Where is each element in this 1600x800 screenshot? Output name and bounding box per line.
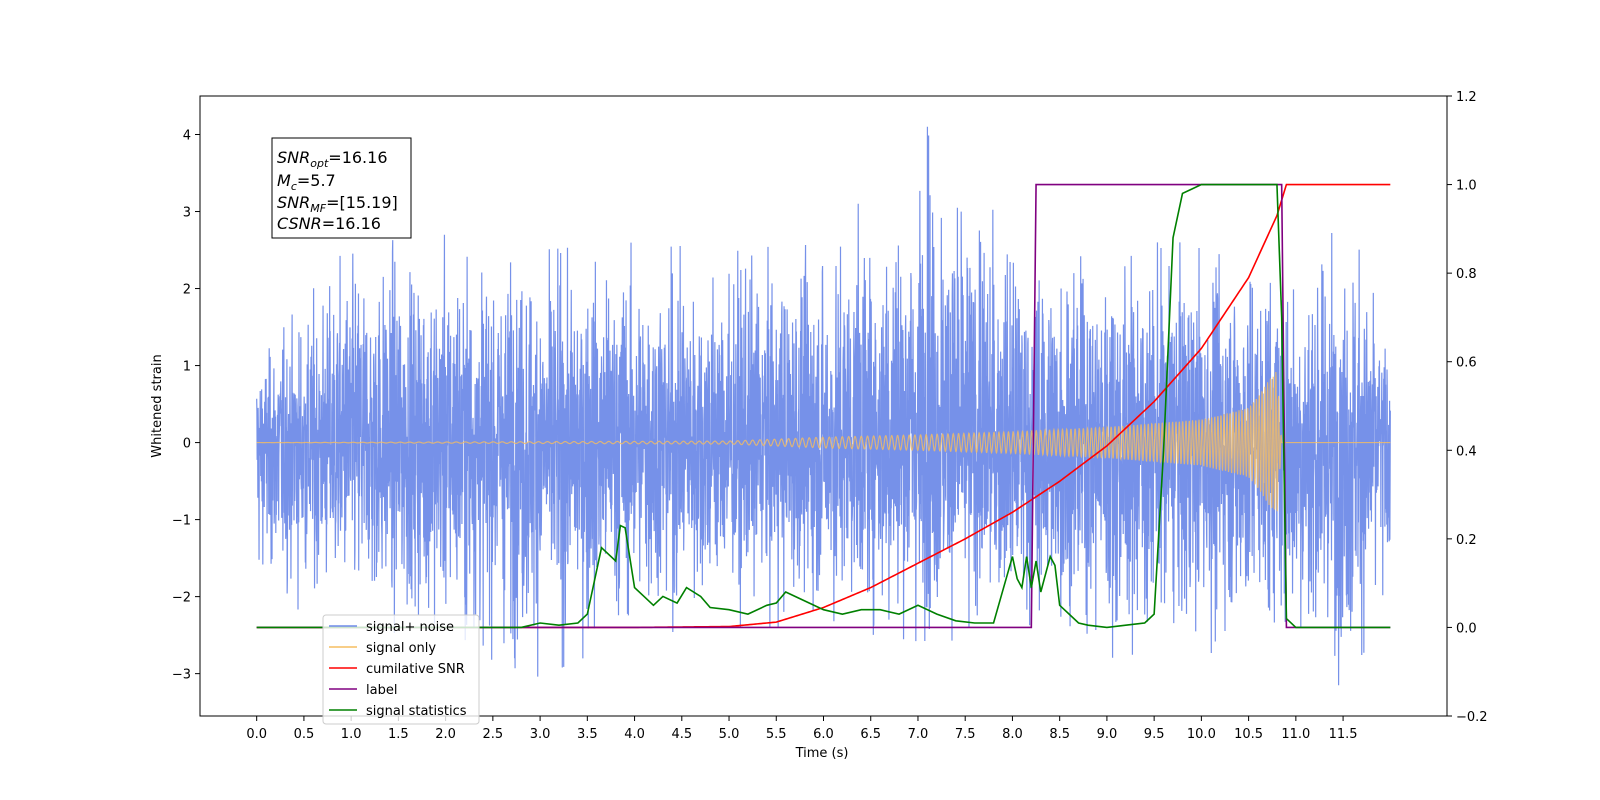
x-tick-label: 2.0 xyxy=(435,727,456,742)
y-axis-left: −3 −2 −1 0 1 2 3 4 xyxy=(172,129,200,683)
y-right-tick-label: 1.0 xyxy=(1456,179,1477,194)
legend-entry: cumilative SNR xyxy=(329,662,465,677)
series-signal-only-line xyxy=(256,371,1391,512)
y-left-tick-label: 3 xyxy=(183,206,191,221)
x-tick-label: 5.5 xyxy=(766,727,787,742)
x-tick-label: 5.0 xyxy=(719,727,740,742)
x-tick-label: 2.5 xyxy=(483,727,504,742)
x-tick-label: 9.5 xyxy=(1144,727,1165,742)
legend-frame xyxy=(322,614,480,725)
x-tick-label: 6.0 xyxy=(813,727,834,742)
x-tick-label: 11.0 xyxy=(1281,727,1310,742)
legend-label: signal+ noise xyxy=(366,620,454,635)
x-tick-label: 8.5 xyxy=(1049,727,1070,742)
legend-label: signal statistics xyxy=(366,704,467,719)
x-axis-label: Time (s) xyxy=(795,746,849,761)
x-axis: 0.0 0.5 1.0 1.5 2.0 2.5 3.0 3.5 4.0 4.5 5.0 5.5 6.0 6… xyxy=(246,716,1358,742)
y-left-tick-label: 0 xyxy=(183,437,191,452)
annotation-snr-mf: SNRMF=[15.19] xyxy=(277,193,398,215)
legend-entry: signal only xyxy=(329,641,436,656)
x-tick-label: 4.0 xyxy=(624,727,645,742)
y-right-tick-label: −0.2 xyxy=(1456,710,1488,725)
legend-entry: label xyxy=(329,683,397,698)
x-tick-label: 8.0 xyxy=(1002,727,1023,742)
legend-entry: signal+ noise xyxy=(329,620,454,635)
x-tick-label: 0.0 xyxy=(246,727,267,742)
y-right-tick-label: 0.4 xyxy=(1456,444,1477,459)
x-tick-label: 10.0 xyxy=(1187,727,1216,742)
y-left-tick-label: −2 xyxy=(172,591,191,606)
x-tick-label: 10.5 xyxy=(1234,727,1263,742)
legend-label: cumilative SNR xyxy=(366,662,465,677)
annotation-snr-opt: SNRopt=16.16 xyxy=(277,148,388,170)
y-axis-right: −0.2 0.0 0.2 0.4 0.6 0.8 1.0 1.2 xyxy=(1447,90,1488,725)
annotation-csnr: CSNR=16.16 xyxy=(277,214,381,233)
x-tick-label: 1.5 xyxy=(388,727,409,742)
x-tick-label: 7.5 xyxy=(955,727,976,742)
x-tick-label: 11.5 xyxy=(1329,727,1358,742)
y-left-tick-label: 4 xyxy=(183,129,191,144)
y-right-tick-label: 1.2 xyxy=(1456,90,1477,105)
y-axis-label: Whitened strain xyxy=(150,354,165,457)
y-left-tick-label: 1 xyxy=(183,360,191,375)
legend: signal+ noise signal only cumilative SNR… xyxy=(322,614,480,725)
x-tick-label: 3.5 xyxy=(577,727,598,742)
annotation-box: SNRopt=16.16 Mc=5.7 SNRMF=[15.19] CSNR=1… xyxy=(271,137,412,239)
annotation-mc: Mc=5.7 xyxy=(277,171,336,193)
x-tick-label: 3.0 xyxy=(530,727,551,742)
x-tick-label: 0.5 xyxy=(294,727,315,742)
legend-entry: signal statistics xyxy=(329,704,467,719)
x-tick-label: 7.0 xyxy=(908,727,929,742)
series-signal-noise-line xyxy=(256,126,1391,686)
y-right-tick-label: 0.6 xyxy=(1456,356,1477,371)
x-tick-label: 6.5 xyxy=(860,727,881,742)
y-left-tick-label: −1 xyxy=(172,514,191,529)
y-left-tick-label: −3 xyxy=(172,668,191,683)
legend-label: signal only xyxy=(366,641,436,656)
y-right-tick-label: 0.0 xyxy=(1456,621,1477,636)
x-tick-label: 1.0 xyxy=(341,727,362,742)
y-right-tick-label: 0.8 xyxy=(1456,267,1477,282)
x-tick-label: 4.5 xyxy=(671,727,692,742)
x-tick-label: 9.0 xyxy=(1097,727,1118,742)
legend-label: label xyxy=(366,683,397,698)
y-left-tick-label: 2 xyxy=(183,283,191,298)
y-right-tick-label: 0.2 xyxy=(1456,533,1477,548)
series-signal-statistics-line xyxy=(256,183,1391,629)
